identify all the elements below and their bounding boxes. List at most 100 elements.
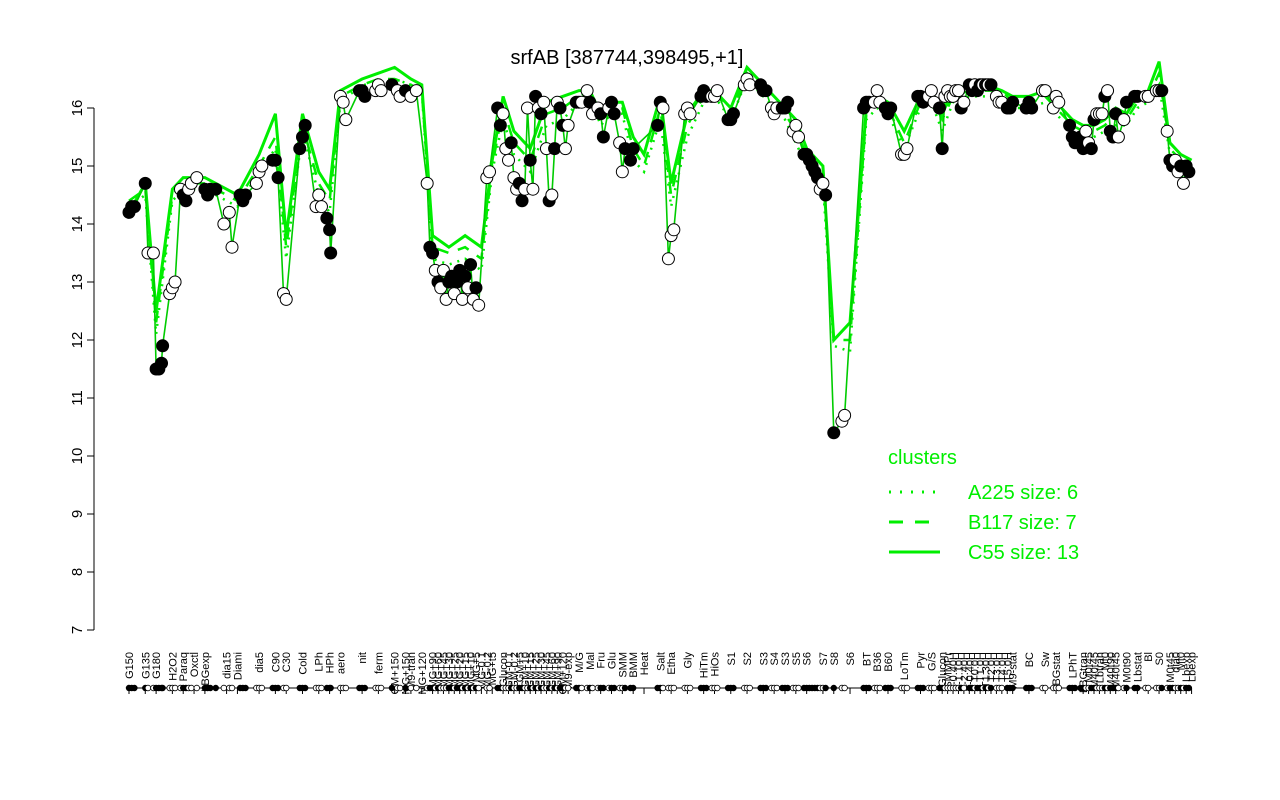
data-point xyxy=(623,153,637,167)
series-line-dashed xyxy=(128,68,1193,342)
data-point xyxy=(1111,130,1125,144)
data-point xyxy=(179,194,193,208)
data-point xyxy=(496,107,510,121)
sample-rug-marker xyxy=(131,684,138,692)
x-tick-label: MG+45 xyxy=(438,652,450,688)
sample-rug-marker xyxy=(1028,684,1035,692)
x-tick-label: Mt0 xyxy=(1100,652,1112,670)
data-point xyxy=(1063,118,1077,132)
data-point xyxy=(1038,84,1052,98)
data-point xyxy=(1117,113,1131,127)
x-tick-label: HiOs xyxy=(710,652,722,677)
data-point xyxy=(1101,84,1115,98)
data-point xyxy=(607,107,621,121)
data-point xyxy=(819,188,833,202)
data-point xyxy=(548,142,562,156)
data-point xyxy=(320,211,334,225)
x-tick-label: T-0.40H xyxy=(948,652,960,691)
x-tick-label: C30 xyxy=(281,652,293,672)
sample-rug-marker xyxy=(903,684,911,692)
x-tick-label: GM+5 xyxy=(514,652,526,682)
sample-rug-marker xyxy=(987,684,995,692)
x-tick-label: MG-0.2 xyxy=(482,652,494,689)
y-tick-label: 8 xyxy=(69,568,86,576)
data-point xyxy=(596,130,610,144)
data-point xyxy=(483,165,497,179)
x-tick-label: Oxctl xyxy=(189,652,201,677)
data-point xyxy=(781,95,795,109)
data-point xyxy=(984,78,998,92)
sample-rug-marker xyxy=(486,684,493,692)
data-point xyxy=(957,95,971,109)
x-tick-label: Lbexp xyxy=(1181,652,1193,682)
y-tick-label: 10 xyxy=(69,448,86,465)
data-point xyxy=(1155,84,1169,98)
data-point xyxy=(626,142,640,156)
x-tick-label: Etha xyxy=(666,651,678,675)
sample-rug-marker xyxy=(1145,684,1152,692)
x-tick-label: G135 xyxy=(140,652,152,679)
x-tick-label: M0t90 xyxy=(1122,652,1134,683)
data-point xyxy=(615,165,629,179)
data-point xyxy=(792,130,806,144)
data-point xyxy=(146,246,160,260)
x-tick-label: GM+25 xyxy=(531,652,543,688)
sample-rug-marker xyxy=(212,684,219,692)
data-point xyxy=(504,136,518,150)
x-tick-label: Paraq xyxy=(178,652,190,681)
sample-rug-marker xyxy=(746,684,753,692)
x-tick-label: H2O2 xyxy=(167,652,179,681)
data-point xyxy=(656,101,670,115)
sample-rug-marker xyxy=(865,684,873,692)
chart-title: srfAB [387744,398495,+1] xyxy=(511,47,744,69)
x-tick-label: BMM xyxy=(628,652,640,678)
x-tick-label: GM+15 xyxy=(525,652,537,688)
data-point xyxy=(323,223,337,237)
data-point xyxy=(561,118,575,132)
data-point xyxy=(426,246,440,260)
data-point xyxy=(726,107,740,121)
sample-rug-marker xyxy=(876,684,884,692)
x-tick-label: S5 xyxy=(791,652,803,665)
sample-rug-marker xyxy=(188,684,195,692)
data-point xyxy=(190,171,204,185)
sample-rug-marker xyxy=(402,684,409,692)
sample-rug-marker xyxy=(730,684,737,692)
data-point xyxy=(1160,124,1174,138)
x-tick-label: GM+10 xyxy=(520,652,532,688)
x-tick-label: M40t45 xyxy=(1111,652,1123,689)
y-tick-label: 14 xyxy=(69,216,86,233)
y-tick-label: 12 xyxy=(69,332,86,349)
sample-rug-marker xyxy=(1185,684,1193,692)
x-tick-label: MG+30 xyxy=(444,652,456,688)
data-point xyxy=(222,205,236,219)
x-tick-label: Sw xyxy=(1040,652,1052,667)
sample-rug-marker xyxy=(144,684,152,692)
x-tick-label: GM+90 xyxy=(552,652,564,688)
data-point xyxy=(156,339,170,353)
sample-rug-marker xyxy=(784,684,791,692)
sample-rug-marker xyxy=(795,684,802,692)
sample-rug-marker xyxy=(659,684,667,692)
data-point xyxy=(710,84,724,98)
sample-rug-marker xyxy=(773,684,781,692)
x-tick-label: G180 xyxy=(151,652,163,679)
x-tick-label: Diami xyxy=(232,652,244,680)
sample-rug-marker xyxy=(377,684,385,692)
data-point xyxy=(501,153,515,167)
data-point xyxy=(553,101,567,115)
x-tick-label: M40t45 xyxy=(1089,652,1101,689)
x-tick-label: M9-exp xyxy=(563,652,575,689)
sample-rug-marker xyxy=(714,684,721,692)
x-tick-label: LBGtran xyxy=(1078,652,1090,693)
x-tick-label: T2.0H xyxy=(986,652,998,682)
sample-rug-marker xyxy=(413,684,420,692)
y-tick-label: 11 xyxy=(69,390,86,406)
sample-rug-marker xyxy=(1158,684,1165,692)
x-tick-label: LBGstat xyxy=(1051,652,1063,692)
x-tick-label: dia15 xyxy=(222,652,234,679)
x-tick-label: S6 xyxy=(802,652,814,665)
data-point xyxy=(225,240,239,254)
legend-label: B117 size: 7 xyxy=(968,512,1077,534)
x-tick-label: MG+90 xyxy=(428,652,440,688)
